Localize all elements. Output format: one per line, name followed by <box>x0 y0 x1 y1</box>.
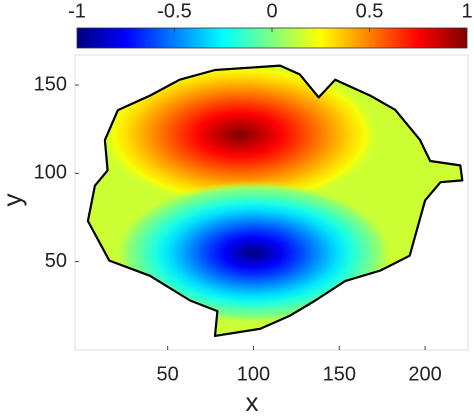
colorbar-tick-label: 1 <box>461 0 472 22</box>
colorbar-tick-label: 0.5 <box>356 0 384 22</box>
y-tick-label: 50 <box>45 250 67 272</box>
y-tick-label: 100 <box>34 162 67 184</box>
field <box>87 65 463 336</box>
x-tick-label: 150 <box>323 363 356 385</box>
field-peak <box>113 180 394 325</box>
field-peak <box>99 65 380 207</box>
plot-box <box>74 54 469 351</box>
boundary <box>86 64 464 337</box>
y-axis-label: y <box>0 194 27 207</box>
colorbar-tick-label: -1 <box>68 0 86 22</box>
colorbar-tick-label: 0 <box>266 0 277 22</box>
x-tick-label: 200 <box>408 363 441 385</box>
x-axis-label: x <box>246 387 259 417</box>
y-tick-label: 150 <box>34 73 67 95</box>
x-tick-label: 50 <box>157 363 179 385</box>
colorbar-tick-label: -0.5 <box>157 0 191 22</box>
x-tick-label: 100 <box>237 363 270 385</box>
